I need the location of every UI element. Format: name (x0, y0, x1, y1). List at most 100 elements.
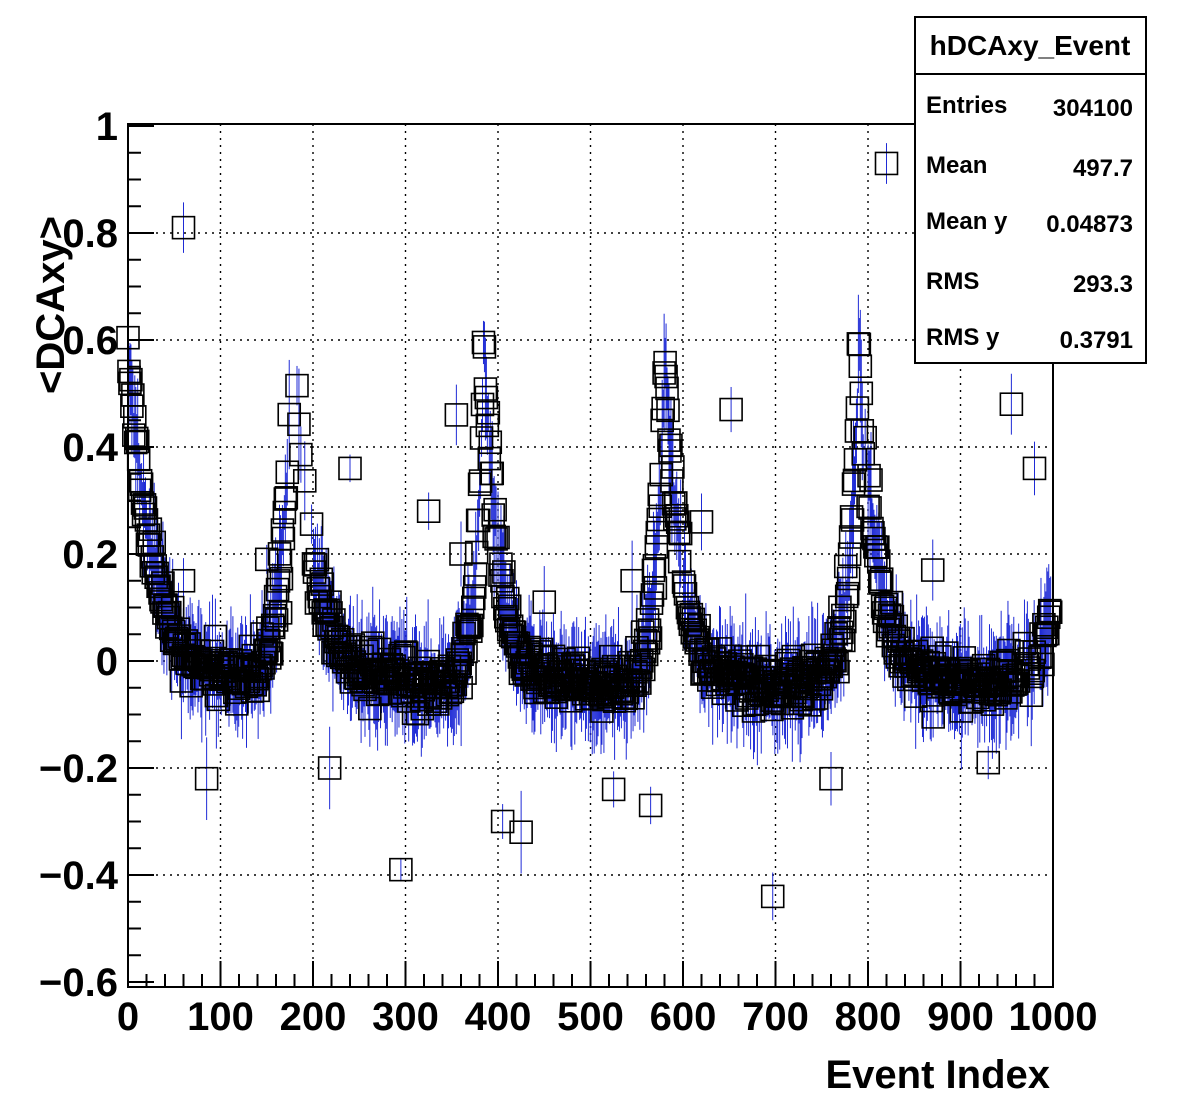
data-point (489, 552, 513, 576)
x-tick-label: 900 (927, 995, 994, 1039)
data-point (651, 396, 675, 421)
data-point (459, 619, 483, 643)
data-point (491, 584, 515, 609)
data-point (857, 463, 881, 488)
data-point (289, 442, 313, 467)
data-point (462, 575, 487, 599)
stats-row-label: Entries (926, 92, 1007, 119)
data-point (678, 612, 703, 637)
stats-row-value: 497.7 (1073, 155, 1133, 182)
data-point (275, 460, 300, 485)
data-point (861, 521, 885, 545)
data-point (460, 613, 484, 638)
data-point (263, 584, 288, 609)
data-point (203, 624, 228, 649)
data-point (490, 569, 514, 593)
data-point (689, 510, 714, 534)
data-point (664, 503, 689, 528)
data-point (305, 547, 330, 572)
data-point (389, 857, 413, 882)
data-point (148, 581, 172, 605)
stats-row-label: RMS y (926, 324, 1000, 351)
stats-row-label: Mean y (926, 208, 1008, 235)
data-point (850, 419, 875, 443)
data-point (473, 377, 498, 401)
data-point (147, 574, 171, 599)
data-point (274, 486, 299, 510)
y-tick-label: 0 (96, 640, 118, 684)
x-tick-label: 100 (187, 995, 254, 1039)
data-point (119, 367, 143, 392)
data-point (999, 392, 1024, 417)
data-point (840, 508, 865, 532)
data-point (495, 586, 520, 611)
data-point (1035, 615, 1059, 640)
data-point (273, 487, 298, 511)
data-point (310, 572, 335, 596)
data-point (650, 408, 674, 433)
data-point (636, 631, 661, 655)
data-point (824, 621, 848, 646)
data-point (976, 750, 1001, 775)
data-point (647, 482, 672, 507)
data-point (920, 558, 945, 582)
data-point (497, 594, 522, 619)
data-point (251, 656, 275, 680)
data-point (460, 595, 485, 620)
data-point (528, 640, 552, 664)
x-tick-label: 800 (835, 995, 902, 1039)
data-point (474, 385, 499, 410)
data-point (832, 609, 857, 634)
data-point (138, 517, 163, 541)
data-point (123, 430, 148, 455)
data-point (598, 644, 623, 669)
data-point (666, 520, 691, 545)
data-point (496, 617, 521, 642)
data-point (1022, 456, 1047, 481)
data-point (476, 400, 501, 425)
data-point (262, 603, 287, 628)
data-point (125, 429, 150, 454)
data-point (859, 468, 883, 492)
stats-row-label: RMS (926, 268, 979, 295)
data-point (687, 613, 711, 638)
data-point (833, 554, 858, 579)
data-point (124, 426, 149, 451)
stats-row-value: 304100 (1053, 95, 1133, 122)
data-point (1036, 605, 1061, 630)
x-tick-label: 500 (557, 995, 624, 1039)
x-tick-label: 0 (117, 995, 139, 1039)
data-point (934, 641, 959, 665)
data-point (259, 642, 284, 666)
stats-box: hDCAxy_Event Entries 304100 Mean 497.7 Mean … (914, 16, 1147, 364)
data-point (874, 151, 899, 176)
data-point (272, 500, 297, 525)
data-point (486, 525, 510, 550)
data-point (452, 621, 476, 646)
data-point (601, 777, 626, 802)
data-point (301, 552, 326, 576)
data-point (842, 468, 867, 493)
data-point (260, 613, 285, 638)
y-tick-label: 0.4 (62, 426, 118, 470)
data-point (837, 542, 862, 566)
data-point (656, 398, 680, 423)
x-tick-label: 1000 (1009, 995, 1098, 1039)
data-point (663, 507, 687, 531)
x-tick-label: 200 (280, 995, 347, 1039)
y-tick-label: 0.8 (62, 212, 118, 256)
data-point (480, 461, 505, 486)
stats-row-label: Mean (926, 152, 987, 179)
data-point (464, 540, 489, 565)
data-point (639, 591, 664, 615)
stats-row-value: 293.3 (1073, 271, 1133, 298)
data-point (299, 512, 324, 536)
data-point (760, 884, 785, 909)
data-point (447, 654, 471, 679)
data-point (866, 535, 890, 559)
data-point (309, 567, 334, 592)
data-point (287, 412, 311, 437)
data-point (258, 646, 282, 670)
data-point (822, 647, 846, 671)
x-tick-labels: 0 100 200 300 400 500 600 700 800 900 1000 (117, 995, 1098, 1039)
